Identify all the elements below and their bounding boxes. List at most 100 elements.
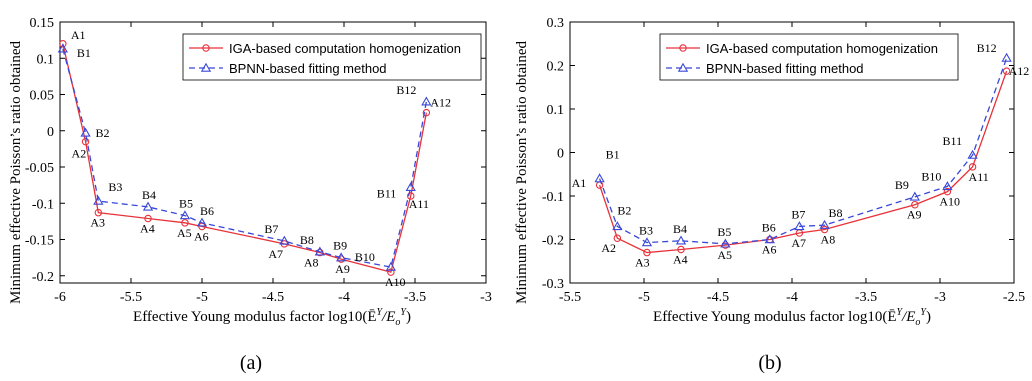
point-label-a3: A3: [90, 216, 105, 230]
point-b8: [314, 246, 326, 256]
point-label-a4: A4: [673, 253, 688, 267]
series-line-bpnn: [598, 57, 1008, 245]
panel-label: (b): [758, 352, 781, 374]
point-b5: [720, 238, 731, 248]
point-label-a12: A12: [1009, 64, 1030, 78]
x-axis-label-close: ): [406, 309, 411, 325]
y-tick-label: -0.2: [32, 270, 54, 285]
point-label-a6: A6: [762, 243, 777, 257]
point-label-a1: A1: [71, 28, 86, 42]
point-label-b11: B11: [377, 186, 397, 200]
point-label-a3: A3: [635, 256, 650, 270]
x-axis-label-sub: o: [395, 317, 400, 328]
point-label-b11: B11: [943, 134, 963, 148]
point-label-b7: B7: [791, 207, 805, 221]
y-tick-label: 0.2: [547, 60, 565, 75]
point-label-a7: A7: [791, 236, 806, 250]
point-a3: [94, 208, 103, 217]
point-label-b3: B3: [639, 224, 653, 238]
point-a9: [911, 200, 919, 209]
y-tick-label: -0.1: [542, 190, 564, 205]
point-label-b5: B5: [179, 197, 193, 211]
point-label-b10: B10: [921, 169, 941, 183]
y-tick-label: 0: [557, 147, 564, 162]
point-b11: [967, 149, 978, 159]
point-a2: [613, 234, 622, 242]
panel-label: (a): [240, 352, 262, 374]
x-tick-label: -4.5: [707, 290, 729, 305]
point-b9: [336, 252, 347, 262]
point-label-b5: B5: [717, 225, 731, 239]
point-label-a7: A7: [268, 247, 283, 261]
x-axis-label-sup1: Y: [376, 307, 383, 318]
point-label-a1: A1: [572, 176, 587, 190]
y-tick-label: 0.15: [30, 16, 55, 31]
point-label-b4: B4: [673, 222, 687, 236]
point-a2: [81, 137, 90, 146]
point-label-b1: B1: [77, 46, 91, 60]
point-label-a11: A11: [409, 197, 429, 211]
point-a12: [422, 108, 431, 117]
y-tick-label: -0.3: [542, 277, 564, 292]
x-axis-label-mid: /E: [901, 309, 915, 325]
point-b5: [179, 210, 191, 220]
point-b6: [764, 234, 775, 244]
point-label-a6: A6: [194, 229, 209, 243]
point-b12: [1001, 52, 1012, 62]
point-label-b6: B6: [762, 221, 776, 235]
point-label-a5: A5: [177, 226, 192, 240]
legend-entry-iga: IGA-based computation homogenization: [706, 41, 938, 56]
point-label-a9: A9: [907, 208, 922, 222]
x-tick-label: -5.5: [120, 290, 142, 305]
x-tick-label: -6: [54, 290, 66, 305]
point-label-a2: A2: [601, 241, 616, 255]
x-axis-label-main: Effective Young modulus factor log10(Ē: [133, 309, 376, 325]
legend-entry-bpnn: BPNN-based fitting method: [229, 61, 387, 76]
x-tick-label: -4: [786, 290, 798, 305]
point-a4: [144, 214, 152, 223]
y-axis-label: Minimum effective Poisson’s ratio obtain…: [514, 40, 530, 304]
y-tick-label: -0.05: [25, 161, 54, 176]
y-tick-label: 0.05: [30, 89, 55, 104]
point-label-b10: B10: [355, 250, 375, 264]
point-a10: [387, 268, 395, 276]
point-label-a9: A9: [335, 262, 350, 276]
x-tick-label: -3.5: [404, 290, 426, 305]
point-label-a10: A10: [939, 195, 960, 209]
point-label-b1: B1: [606, 148, 620, 162]
point-b6: [196, 217, 208, 227]
x-axis-label-mid: /E: [381, 309, 395, 325]
point-a11: [406, 192, 415, 200]
point-b1: [57, 43, 68, 53]
point-label-b2: B2: [96, 126, 110, 140]
point-label-b6: B6: [200, 204, 214, 218]
point-b7: [794, 221, 805, 231]
x-tick-label: -3: [934, 290, 946, 305]
chart-a: -6 -5.5 -5 -4.5 -4 -3.5 -3 0.15 0.1 0.05 0 -0.05 -0.…: [8, 16, 492, 374]
point-b11: [405, 181, 416, 191]
point-b10: [385, 261, 397, 271]
point-label-b12: B12: [977, 41, 997, 55]
x-tick-label: -5: [638, 290, 650, 305]
legend-box: [182, 33, 482, 81]
y-tick-label: 0.1: [547, 103, 565, 118]
legend-marker-bpnn: [677, 62, 689, 72]
legend-marker-iga: [679, 44, 687, 52]
x-axis-label: Effective Young modulus factor log10(ĒY/…: [653, 307, 931, 328]
x-tick-label: -5: [196, 290, 208, 305]
x-tick-label: -4.5: [262, 290, 284, 305]
point-b4: [675, 235, 687, 245]
x-axis-label-sub: o: [915, 317, 920, 328]
point-a3: [643, 248, 651, 257]
y-tick-label: -0.1: [32, 197, 54, 212]
y-axis-label: Minimum effective Poisson’s ratio obtain…: [8, 40, 24, 304]
point-a4: [677, 245, 685, 254]
point-a10: [943, 187, 952, 196]
legend-marker-iga: [202, 44, 210, 52]
point-label-a11: A11: [969, 170, 989, 184]
point-label-a4: A4: [140, 221, 155, 235]
x-tick-label: -3.5: [855, 290, 877, 305]
point-label-a8: A8: [821, 232, 836, 246]
point-b2: [80, 127, 91, 137]
point-label-b4: B4: [142, 188, 156, 202]
